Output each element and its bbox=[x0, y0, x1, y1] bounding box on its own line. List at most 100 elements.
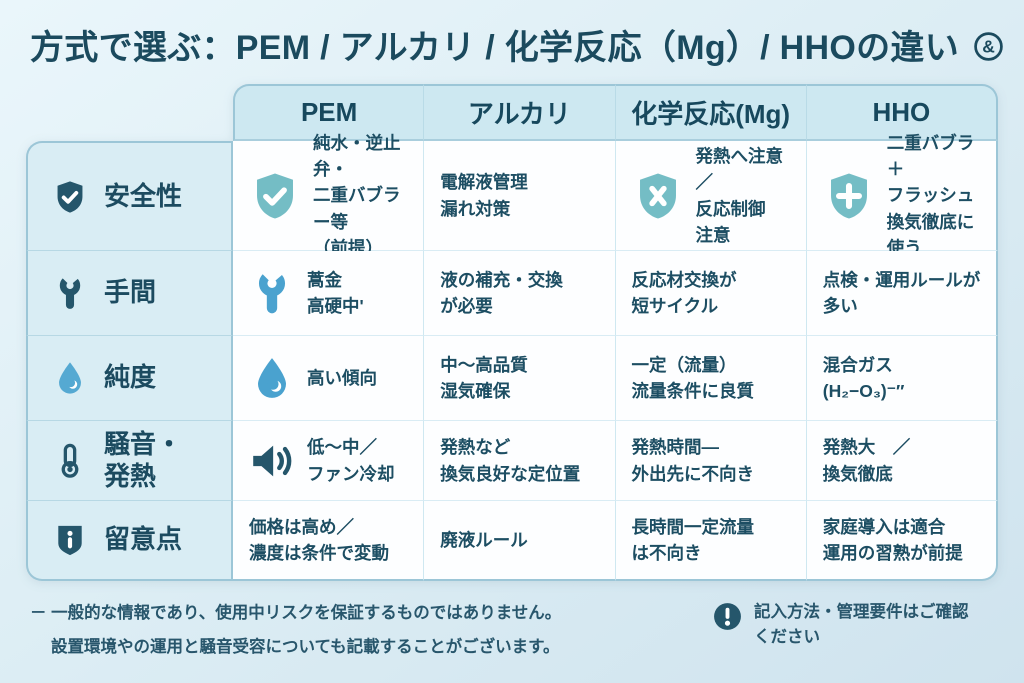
cell-noise-hho: 発熱大 ／ 換気徹底 bbox=[806, 421, 998, 501]
row-label-effort: 手間 bbox=[26, 251, 233, 336]
row-label-text: 手間 bbox=[104, 277, 157, 308]
cell-text-line: 漏れ対策 bbox=[440, 198, 511, 219]
cell-text-line: 高硬中' bbox=[307, 296, 364, 316]
title-bar: 方式で選ぶ：PEM / アルカリ / 化学反応（Mg）/ HHOの違い & bbox=[0, 0, 1024, 69]
row-label-line: 発熱 bbox=[104, 460, 157, 491]
alert-icon bbox=[712, 601, 743, 632]
row-label-text: 純度 bbox=[104, 362, 157, 393]
cell-purity-hho: 混合ガス (H₂−O₃)⁻″ bbox=[806, 336, 998, 421]
info-icon bbox=[52, 522, 88, 558]
cell-text-line: 家庭導入は適合 bbox=[822, 516, 946, 537]
cell-purity-pem: 高い傾向 bbox=[233, 336, 425, 421]
cell-text-line: 発熱など bbox=[440, 437, 511, 458]
cell-text-line: 換気良好な定位置 bbox=[440, 463, 581, 484]
cell-text-line: 発熱大 ／ bbox=[822, 437, 911, 458]
cell-safety-pem: 純水・逆止弁・ 二重バブラー等 （前提） bbox=[233, 133, 425, 258]
column-header-hho: HHO bbox=[806, 84, 998, 141]
cell-notes-alkali: 廃液ルール bbox=[424, 501, 616, 581]
cell-purity-mg: 一定（流量） 流量条件に良質 bbox=[615, 336, 807, 421]
cell-effort-hho: 点検・運用ルールが 多い bbox=[806, 251, 998, 336]
cell-text-line: 点検・運用ルールが bbox=[822, 269, 981, 290]
cell-text-line: 反応制御 bbox=[695, 198, 766, 219]
row-label-text: 騒音・ 発熱 bbox=[104, 429, 182, 492]
column-header-pem: PEM bbox=[233, 84, 425, 141]
row-label-safety: 安全性 bbox=[26, 141, 233, 251]
cell-text-line: 発熱へ注意／ bbox=[695, 146, 784, 193]
speaker-icon bbox=[249, 438, 295, 484]
cell-text-line: 液の補充・交換 bbox=[440, 269, 563, 290]
cell-text-line: 廃液ルール bbox=[440, 529, 528, 550]
row-label-noise-heat: 騒音・ 発熱 bbox=[26, 421, 233, 501]
cell-text-line: 二重バブラ＋ bbox=[886, 132, 975, 180]
cell-text-line: (H₂−O₃)⁻″ bbox=[822, 381, 905, 401]
thermometer-icon bbox=[52, 443, 88, 479]
droplet-icon bbox=[249, 355, 295, 401]
column-header-mg: 化学反応(Mg) bbox=[615, 84, 807, 141]
cell-noise-alkali: 発熱など 換気良好な定位置 bbox=[424, 421, 616, 501]
row-label-text: 安全性 bbox=[104, 180, 183, 211]
cell-safety-mg: 発熱へ注意／ 反応制御 注意 bbox=[615, 141, 807, 251]
cell-text-line: 電解液管理 bbox=[440, 172, 528, 193]
cell-text-line: 湿気確保 bbox=[440, 381, 511, 401]
shield-check-icon bbox=[249, 170, 301, 222]
cell-noise-mg: 発熱時間― 外出先に不向き bbox=[615, 421, 807, 501]
cell-text-line: 高い傾向 bbox=[307, 367, 377, 388]
cell-text-line: 濃度は条件で変動 bbox=[249, 543, 389, 563]
column-header-alkali: アルカリ bbox=[424, 84, 616, 141]
row-label-text: 留意点 bbox=[104, 524, 183, 555]
row-label-notes: 留意点 bbox=[26, 501, 233, 581]
cell-notes-pem: 価格は高め／ 濃度は条件で変動 bbox=[233, 501, 425, 581]
cell-effort-mg: 反応材交換が 短サイクル bbox=[615, 251, 807, 336]
shield-x-icon bbox=[632, 170, 684, 222]
cell-noise-pem: 低〜中／ ファン冷却 bbox=[233, 421, 425, 501]
cell-text-line: 反応材交換が bbox=[631, 269, 737, 290]
cell-text-line: は不向き bbox=[631, 543, 702, 563]
cell-text-line: 蒿金 bbox=[307, 269, 342, 290]
cell-text-line: 流量条件に良質 bbox=[631, 381, 755, 401]
notice-text: 記入方法・管理要件はご確認 ください bbox=[754, 600, 969, 650]
cell-text-line: が必要 bbox=[440, 296, 493, 316]
shield-plus-icon bbox=[823, 170, 875, 222]
cell-notes-mg: 長時間一定流量 は不向き bbox=[615, 501, 807, 581]
cell-text-line: 一定（流量） bbox=[631, 354, 737, 375]
page-title: 方式で選ぶ：PEM / アルカリ / 化学反応（Mg）/ HHOの違い bbox=[30, 29, 960, 67]
cell-notes-hho: 家庭導入は適合 運用の習熟が前提 bbox=[806, 501, 998, 581]
cell-text-line: 混合ガス bbox=[822, 354, 893, 375]
footer: － 一般的な情報であり、使用中リスクを保証するものではありません。 設置環境やの… bbox=[30, 597, 994, 665]
footnote-line: 設置環境やの運用と騒音受容についても記載することがございます。 bbox=[51, 637, 560, 656]
cell-text-line: 価格は高め／ bbox=[249, 516, 354, 537]
wrench-icon bbox=[249, 270, 295, 316]
cell-text-line: フラッシュ bbox=[886, 185, 975, 206]
cell-text-line: 注意 bbox=[695, 224, 731, 245]
cell-text-line: 換気徹底 bbox=[822, 463, 893, 484]
wrench-icon bbox=[52, 275, 88, 311]
cell-text-line: 発熱時間― bbox=[631, 437, 720, 458]
row-label-line: 騒音・ bbox=[104, 428, 183, 459]
circle-badge-icon: & bbox=[973, 31, 1004, 62]
row-label-purity: 純度 bbox=[26, 336, 233, 421]
svg-text:&: & bbox=[982, 36, 995, 56]
cell-text-line: 二重バブラー等 bbox=[313, 185, 401, 232]
droplet-icon bbox=[52, 360, 88, 396]
cell-text-line: 中〜高品質 bbox=[440, 354, 528, 375]
cell-text-line: 運用の習熟が前提 bbox=[822, 543, 963, 563]
notice-line: ください bbox=[754, 627, 820, 646]
cell-text-line: 低〜中／ bbox=[307, 437, 377, 458]
comparison-table: PEM アルカリ 化学反応(Mg) HHO 安全性 純水・逆止弁・ 二重バブラー… bbox=[26, 84, 998, 581]
cell-safety-hho: 二重バブラ＋ フラッシュ 換気徹底に使う bbox=[806, 133, 998, 258]
cell-text-line: 純水・逆止弁・ bbox=[313, 132, 401, 180]
cell-text-line: 短サイクル bbox=[631, 296, 719, 316]
cell-safety-alkali: 電解液管理 漏れ対策 bbox=[424, 141, 616, 251]
cell-text-line: 多い bbox=[822, 296, 858, 316]
footnotes: － 一般的な情報であり、使用中リスクを保証するものではありません。 設置環境やの… bbox=[30, 597, 561, 665]
cell-effort-pem: 蒿金 高硬中' bbox=[233, 251, 425, 336]
cell-effort-alkali: 液の補充・交換 が必要 bbox=[424, 251, 616, 336]
footnote-line: － 一般的な情報であり、使用中リスクを保証するものではありません。 bbox=[30, 604, 562, 622]
cell-purity-alkali: 中〜高品質 湿気確保 bbox=[424, 336, 616, 421]
cell-text-line: 外出先に不向き bbox=[631, 463, 755, 484]
table-corner-spacer bbox=[26, 84, 233, 141]
cell-text-line: ファン冷却 bbox=[307, 463, 395, 484]
cell-text-line: 長時間一定流量 bbox=[631, 516, 755, 537]
notice-box: 記入方法・管理要件はご確認 ください bbox=[712, 600, 994, 650]
shield-check-icon bbox=[52, 179, 88, 215]
